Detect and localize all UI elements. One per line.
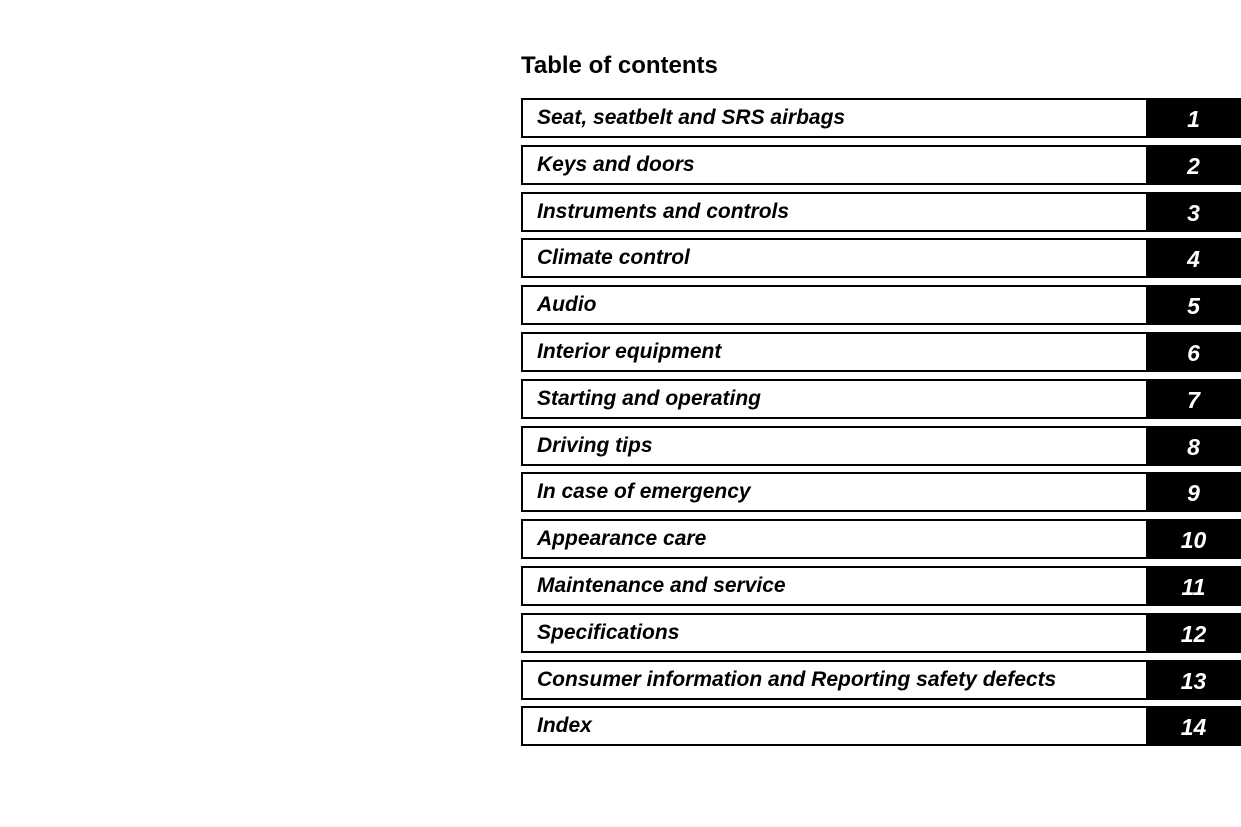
toc-entry[interactable]: Seat, seatbelt and SRS airbags 1: [521, 98, 1241, 138]
toc-entry-label[interactable]: Audio: [521, 285, 1146, 325]
toc-entry[interactable]: Maintenance and service 11: [521, 566, 1241, 606]
toc-entry[interactable]: Audio 5: [521, 285, 1241, 325]
toc-entry[interactable]: Driving tips 8: [521, 426, 1241, 466]
toc-entry[interactable]: Climate control 4: [521, 238, 1241, 278]
toc-entry-label[interactable]: Driving tips: [521, 426, 1146, 466]
toc-entry-number-tab[interactable]: 6: [1146, 332, 1241, 372]
toc-entry[interactable]: Specifications 12: [521, 613, 1241, 653]
toc-entry-label[interactable]: Keys and doors: [521, 145, 1146, 185]
page-title: Table of contents: [521, 52, 718, 79]
toc-entry[interactable]: Index 14: [521, 706, 1241, 746]
toc-entry-number-tab[interactable]: 10: [1146, 519, 1241, 559]
toc-entry[interactable]: In case of emergency 9: [521, 472, 1241, 512]
toc-entry-number-tab[interactable]: 5: [1146, 285, 1241, 325]
toc-entry-label[interactable]: Interior equipment: [521, 332, 1146, 372]
toc-entry[interactable]: Consumer information and Reporting safet…: [521, 660, 1241, 700]
toc-entry[interactable]: Appearance care 10: [521, 519, 1241, 559]
toc-entry-label[interactable]: Consumer information and Reporting safet…: [521, 660, 1146, 700]
toc-entry-number-tab[interactable]: 8: [1146, 426, 1241, 466]
toc-entry-label[interactable]: Starting and operating: [521, 379, 1146, 419]
toc-entry-label[interactable]: Seat, seatbelt and SRS airbags: [521, 98, 1146, 138]
toc-entry-number-tab[interactable]: 9: [1146, 472, 1241, 512]
toc-entry-number-tab[interactable]: 7: [1146, 379, 1241, 419]
toc-entry-number-tab[interactable]: 2: [1146, 145, 1241, 185]
toc-entry-label[interactable]: Climate control: [521, 238, 1146, 278]
toc-entry-label[interactable]: In case of emergency: [521, 472, 1146, 512]
toc-entry-label[interactable]: Appearance care: [521, 519, 1146, 559]
toc-entry[interactable]: Keys and doors 2: [521, 145, 1241, 185]
toc-entry[interactable]: Instruments and controls 3: [521, 192, 1241, 232]
toc-entry-label[interactable]: Index: [521, 706, 1146, 746]
toc-entry[interactable]: Starting and operating 7: [521, 379, 1241, 419]
toc-entry-number-tab[interactable]: 1: [1146, 98, 1241, 138]
toc-entry[interactable]: Interior equipment 6: [521, 332, 1241, 372]
toc-entry-number-tab[interactable]: 3: [1146, 192, 1241, 232]
toc-entry-number-tab[interactable]: 12: [1146, 613, 1241, 653]
toc-entry-label[interactable]: Maintenance and service: [521, 566, 1146, 606]
toc-entry-number-tab[interactable]: 4: [1146, 238, 1241, 278]
toc-entry-number-tab[interactable]: 13: [1146, 660, 1241, 700]
toc-entry-number-tab[interactable]: 14: [1146, 706, 1241, 746]
toc-entry-label[interactable]: Instruments and controls: [521, 192, 1146, 232]
toc-entry-label[interactable]: Specifications: [521, 613, 1146, 653]
toc-entry-number-tab[interactable]: 11: [1146, 566, 1241, 606]
